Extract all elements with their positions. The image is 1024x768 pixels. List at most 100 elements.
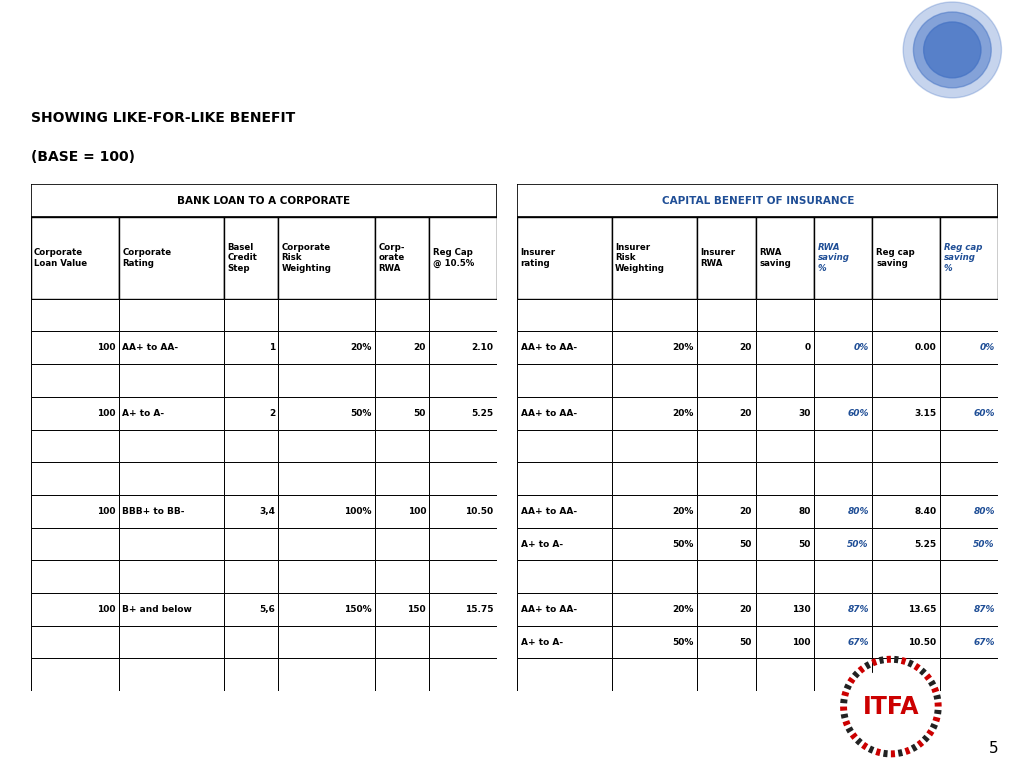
Bar <box>224 462 279 495</box>
Bar <box>279 217 375 299</box>
Bar <box>872 397 940 429</box>
Bar <box>611 658 697 691</box>
Text: 50: 50 <box>739 540 752 548</box>
Text: Insurer
Risk
Weighting: Insurer Risk Weighting <box>615 243 665 273</box>
Text: 100: 100 <box>97 605 116 614</box>
Text: AA+ to AA-: AA+ to AA- <box>521 605 577 614</box>
Bar <box>517 495 611 528</box>
Text: 5: 5 <box>989 741 998 756</box>
Bar <box>375 217 429 299</box>
Text: Corporate
Risk
Weighting: Corporate Risk Weighting <box>282 243 332 273</box>
Bar <box>119 429 224 462</box>
Text: 80%: 80% <box>973 507 994 516</box>
Text: 50: 50 <box>414 409 426 418</box>
Text: 50: 50 <box>739 637 752 647</box>
Bar <box>697 561 756 593</box>
Text: 13.65: 13.65 <box>908 605 936 614</box>
Text: 20%: 20% <box>350 343 372 353</box>
Text: 50%: 50% <box>350 409 372 418</box>
Text: RWA AND REGULATORY CAPITAL COMPARISON TABLE: RWA AND REGULATORY CAPITAL COMPARISON TA… <box>23 36 849 64</box>
Bar <box>119 217 224 299</box>
Text: 20%: 20% <box>672 409 693 418</box>
Text: 0%: 0% <box>854 343 868 353</box>
Text: 50%: 50% <box>973 540 994 548</box>
Bar <box>814 332 872 364</box>
Text: A+ to A-: A+ to A- <box>122 409 164 418</box>
Text: 100: 100 <box>97 409 116 418</box>
Bar <box>31 364 119 397</box>
Text: 30: 30 <box>798 409 810 418</box>
Bar <box>375 528 429 561</box>
Text: 100%: 100% <box>344 507 372 516</box>
Bar <box>940 364 998 397</box>
Bar <box>611 364 697 397</box>
Bar <box>697 299 756 332</box>
Text: 3,4: 3,4 <box>259 507 275 516</box>
Bar <box>517 217 611 299</box>
Bar <box>224 658 279 691</box>
Bar <box>375 462 429 495</box>
Bar <box>31 462 119 495</box>
Bar <box>31 397 119 429</box>
Text: SHOWING LIKE-FOR-LIKE BENEFIT: SHOWING LIKE-FOR-LIKE BENEFIT <box>31 111 295 125</box>
Bar <box>940 593 998 626</box>
Bar <box>31 658 119 691</box>
Bar <box>517 593 611 626</box>
Bar <box>119 397 224 429</box>
Bar <box>940 217 998 299</box>
Bar <box>814 658 872 691</box>
Text: B+ and below: B+ and below <box>122 605 193 614</box>
Bar <box>940 429 998 462</box>
Bar <box>756 462 814 495</box>
Bar <box>756 593 814 626</box>
Bar <box>279 561 375 593</box>
Bar <box>375 332 429 364</box>
Bar <box>756 332 814 364</box>
Text: 20: 20 <box>414 343 426 353</box>
Text: 20: 20 <box>739 605 752 614</box>
Bar <box>429 495 497 528</box>
Bar <box>375 495 429 528</box>
Text: Insurer
rating: Insurer rating <box>521 248 556 267</box>
Bar <box>872 364 940 397</box>
Bar <box>611 528 697 561</box>
Text: Corporate
Loan Value: Corporate Loan Value <box>34 248 87 267</box>
Bar <box>279 626 375 658</box>
Text: 80: 80 <box>798 507 810 516</box>
Bar <box>756 626 814 658</box>
Bar <box>517 299 611 332</box>
Text: 2: 2 <box>268 409 275 418</box>
Bar <box>814 593 872 626</box>
Bar <box>224 217 279 299</box>
Bar <box>279 364 375 397</box>
Text: Reg cap
saving: Reg cap saving <box>877 248 914 267</box>
Text: 20%: 20% <box>672 507 693 516</box>
Bar <box>611 217 697 299</box>
Bar <box>224 593 279 626</box>
Bar <box>697 332 756 364</box>
Bar <box>517 397 611 429</box>
Bar <box>517 658 611 691</box>
Bar <box>872 658 940 691</box>
Bar <box>429 217 497 299</box>
Bar <box>814 528 872 561</box>
Bar <box>611 332 697 364</box>
Bar <box>279 658 375 691</box>
Text: Basel
Credit
Step: Basel Credit Step <box>227 243 257 273</box>
Bar <box>517 364 611 397</box>
Bar <box>119 528 224 561</box>
Bar <box>375 593 429 626</box>
Bar <box>375 299 429 332</box>
Circle shape <box>853 669 929 744</box>
Bar <box>429 593 497 626</box>
Text: 100: 100 <box>408 507 426 516</box>
Bar <box>429 658 497 691</box>
Text: Insurer
RWA: Insurer RWA <box>700 248 736 267</box>
Bar <box>756 217 814 299</box>
Bar <box>940 397 998 429</box>
Text: 0: 0 <box>804 343 810 353</box>
Bar <box>940 462 998 495</box>
Text: 8.40: 8.40 <box>914 507 936 516</box>
Bar <box>814 495 872 528</box>
Bar <box>224 397 279 429</box>
